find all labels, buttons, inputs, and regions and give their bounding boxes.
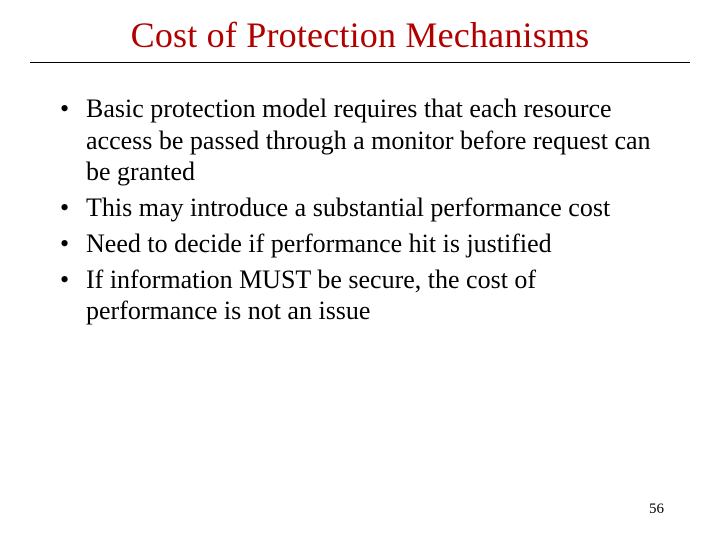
bullet-item: If information MUST be secure, the cost … xyxy=(58,264,670,327)
bullet-item: This may introduce a substantial perform… xyxy=(58,192,670,224)
slide-container: Cost of Protection Mechanisms Basic prot… xyxy=(0,0,720,540)
title-underline xyxy=(30,62,690,63)
page-number: 56 xyxy=(649,501,664,518)
bullet-item: Need to decide if performance hit is jus… xyxy=(58,228,670,260)
slide-title: Cost of Protection Mechanisms xyxy=(50,14,670,56)
bullet-item: Basic protection model requires that eac… xyxy=(58,93,670,188)
bullet-list: Basic protection model requires that eac… xyxy=(50,93,670,327)
